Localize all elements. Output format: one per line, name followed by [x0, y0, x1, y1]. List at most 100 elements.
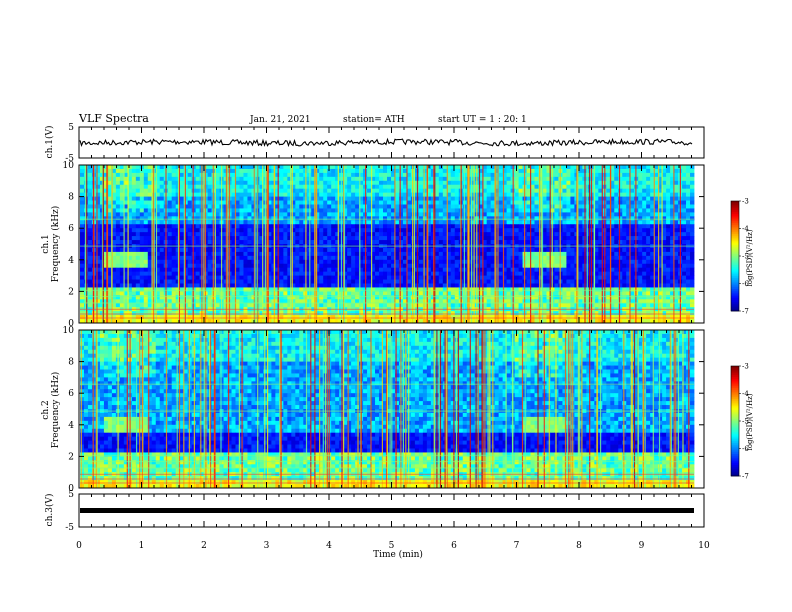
spectrogram-cell [690, 232, 695, 237]
spectrogram-cell [375, 279, 380, 284]
spectrogram-cell [534, 263, 539, 269]
spectrogram-cell [107, 180, 113, 186]
spectrogram-cell [379, 263, 384, 269]
spectrogram-cell [470, 176, 476, 182]
spectrogram-cell [554, 228, 559, 233]
spectrogram-cell [275, 224, 280, 229]
spectrogram-cell [159, 200, 165, 205]
spectrogram-cell [383, 228, 388, 233]
spectrogram-cell [283, 188, 288, 194]
spectrogram-cell [542, 165, 547, 170]
spectrogram-cell [327, 255, 332, 261]
spectrogram-cell [127, 176, 133, 182]
spectrogram-cell [191, 192, 197, 197]
spectrogram-cell [279, 271, 284, 276]
spectrogram-cell [323, 275, 328, 280]
spectrogram-cell [111, 176, 117, 182]
spectrogram-cell [478, 212, 484, 217]
spectrogram-cell [518, 212, 523, 217]
spectrogram-cell [586, 196, 591, 201]
spectrogram-cell [450, 196, 456, 201]
spectrogram-cell [375, 232, 380, 237]
spectrogram-cell [570, 251, 575, 257]
spectrogram-cell [606, 192, 611, 197]
spectrogram-cell [319, 192, 324, 197]
spectrogram-cell [171, 188, 177, 194]
spectrogram-cell [103, 200, 109, 205]
spectrogram-cell [295, 188, 300, 194]
spectrogram-cell [239, 267, 244, 273]
spectrogram-cell [578, 180, 583, 186]
spectrogram-cell [622, 283, 627, 288]
spectrogram-cell [578, 165, 583, 170]
spectrogram-cell [682, 165, 687, 170]
spectrogram-cell [259, 188, 264, 194]
spectrogram-cell [490, 172, 496, 178]
spectrogram-cell [119, 165, 125, 170]
spectrogram-cell [618, 184, 623, 190]
spectrogram-cell [299, 259, 304, 265]
spectrogram-cell [498, 279, 504, 284]
spectrogram-cell [267, 212, 272, 217]
spectrogram-cell [367, 212, 372, 217]
spectrogram-cell [195, 287, 201, 292]
spectrogram-cell [299, 176, 304, 182]
spectrogram-cell [131, 168, 137, 174]
spectrogram-cell [367, 188, 372, 194]
spectrogram-cell [622, 255, 627, 261]
spectrogram-cell [239, 228, 244, 233]
spectrogram-cell [251, 196, 256, 201]
spectrogram-cell [147, 180, 153, 186]
spectrogram-cell [191, 275, 197, 280]
spectrogram-cell [115, 263, 121, 269]
spectrogram-cell [450, 204, 456, 209]
spectrogram-cell [243, 168, 248, 174]
spectrogram-cell [430, 165, 436, 170]
spectrogram-cell [554, 184, 559, 190]
spectrogram-cell [283, 165, 288, 170]
spectrogram-cell [646, 228, 651, 233]
spectrogram-cell [379, 192, 384, 197]
spectrogram-cell [534, 220, 539, 225]
spectrogram-cell [235, 271, 240, 276]
spectrogram-cell [450, 188, 456, 194]
spectrogram-cell [454, 220, 460, 225]
spectrogram-cell [103, 216, 109, 221]
spectrogram-cell [674, 208, 679, 213]
spectrogram-cell [239, 263, 244, 269]
spectrogram-cell [315, 216, 320, 221]
spectrogram-cell [379, 271, 384, 276]
spectrogram-cell [335, 168, 340, 174]
spectrogram-cell [139, 267, 145, 273]
spectrogram-cell [295, 240, 300, 245]
spectrogram-cell [570, 208, 575, 213]
spectrogram-cell [191, 279, 197, 284]
spectrogram-cell [514, 255, 519, 261]
spectrogram-cell [175, 200, 181, 205]
spectrogram-cell [450, 224, 456, 229]
spectrogram-cell [351, 251, 356, 257]
spectrogram-cell [610, 172, 615, 178]
spectrogram-cell [686, 279, 691, 284]
spectrogram-cell [131, 251, 137, 257]
spectrogram-cell [438, 259, 444, 265]
spectrogram-cell [606, 168, 611, 174]
spectrogram-cell [450, 236, 456, 241]
spectrogram-cell [215, 279, 220, 284]
spectrogram-cell [367, 283, 372, 288]
spectrogram-cell [478, 192, 484, 197]
spectrogram-cell [690, 165, 695, 170]
spectrogram-cell [438, 208, 444, 213]
spectrogram-cell [646, 180, 651, 186]
spectrogram-cell [371, 168, 376, 174]
spectrogram-cell [375, 251, 380, 257]
spectrogram-cell [379, 208, 384, 213]
spectrogram-cell [315, 192, 320, 197]
spectrogram-cell [299, 216, 304, 221]
spectrogram-cell [207, 240, 212, 245]
spectrogram-cell [578, 255, 583, 261]
spectrogram-cell [690, 263, 695, 269]
spectrogram-cell [430, 196, 436, 201]
spectrogram-cell [259, 192, 264, 197]
spectrogram-cell [390, 216, 396, 221]
